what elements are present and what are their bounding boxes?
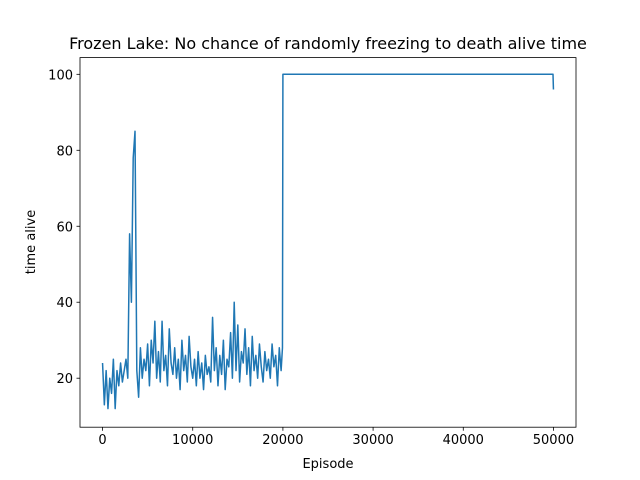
x-tick-label: 40000 [443, 433, 484, 448]
y-tick-label: 60 [56, 220, 73, 235]
chart-title: Frozen Lake: No chance of randomly freez… [69, 34, 587, 53]
y-tick-label: 20 [56, 372, 73, 387]
axes-frame [79, 57, 577, 428]
x-tick-label: 20000 [262, 433, 303, 448]
x-tick-label: 30000 [352, 433, 393, 448]
y-tick-label: 80 [56, 144, 73, 159]
y-tick-label: 40 [56, 296, 73, 311]
x-axis-label: Episode [302, 457, 353, 472]
x-tick-label: 0 [98, 433, 106, 448]
line [101, 73, 555, 410]
y-axis-label: time alive [24, 210, 39, 274]
x-tick-label: 50000 [533, 433, 574, 448]
y-tick-label: 100 [48, 68, 73, 83]
x-tick-label: 10000 [172, 433, 213, 448]
